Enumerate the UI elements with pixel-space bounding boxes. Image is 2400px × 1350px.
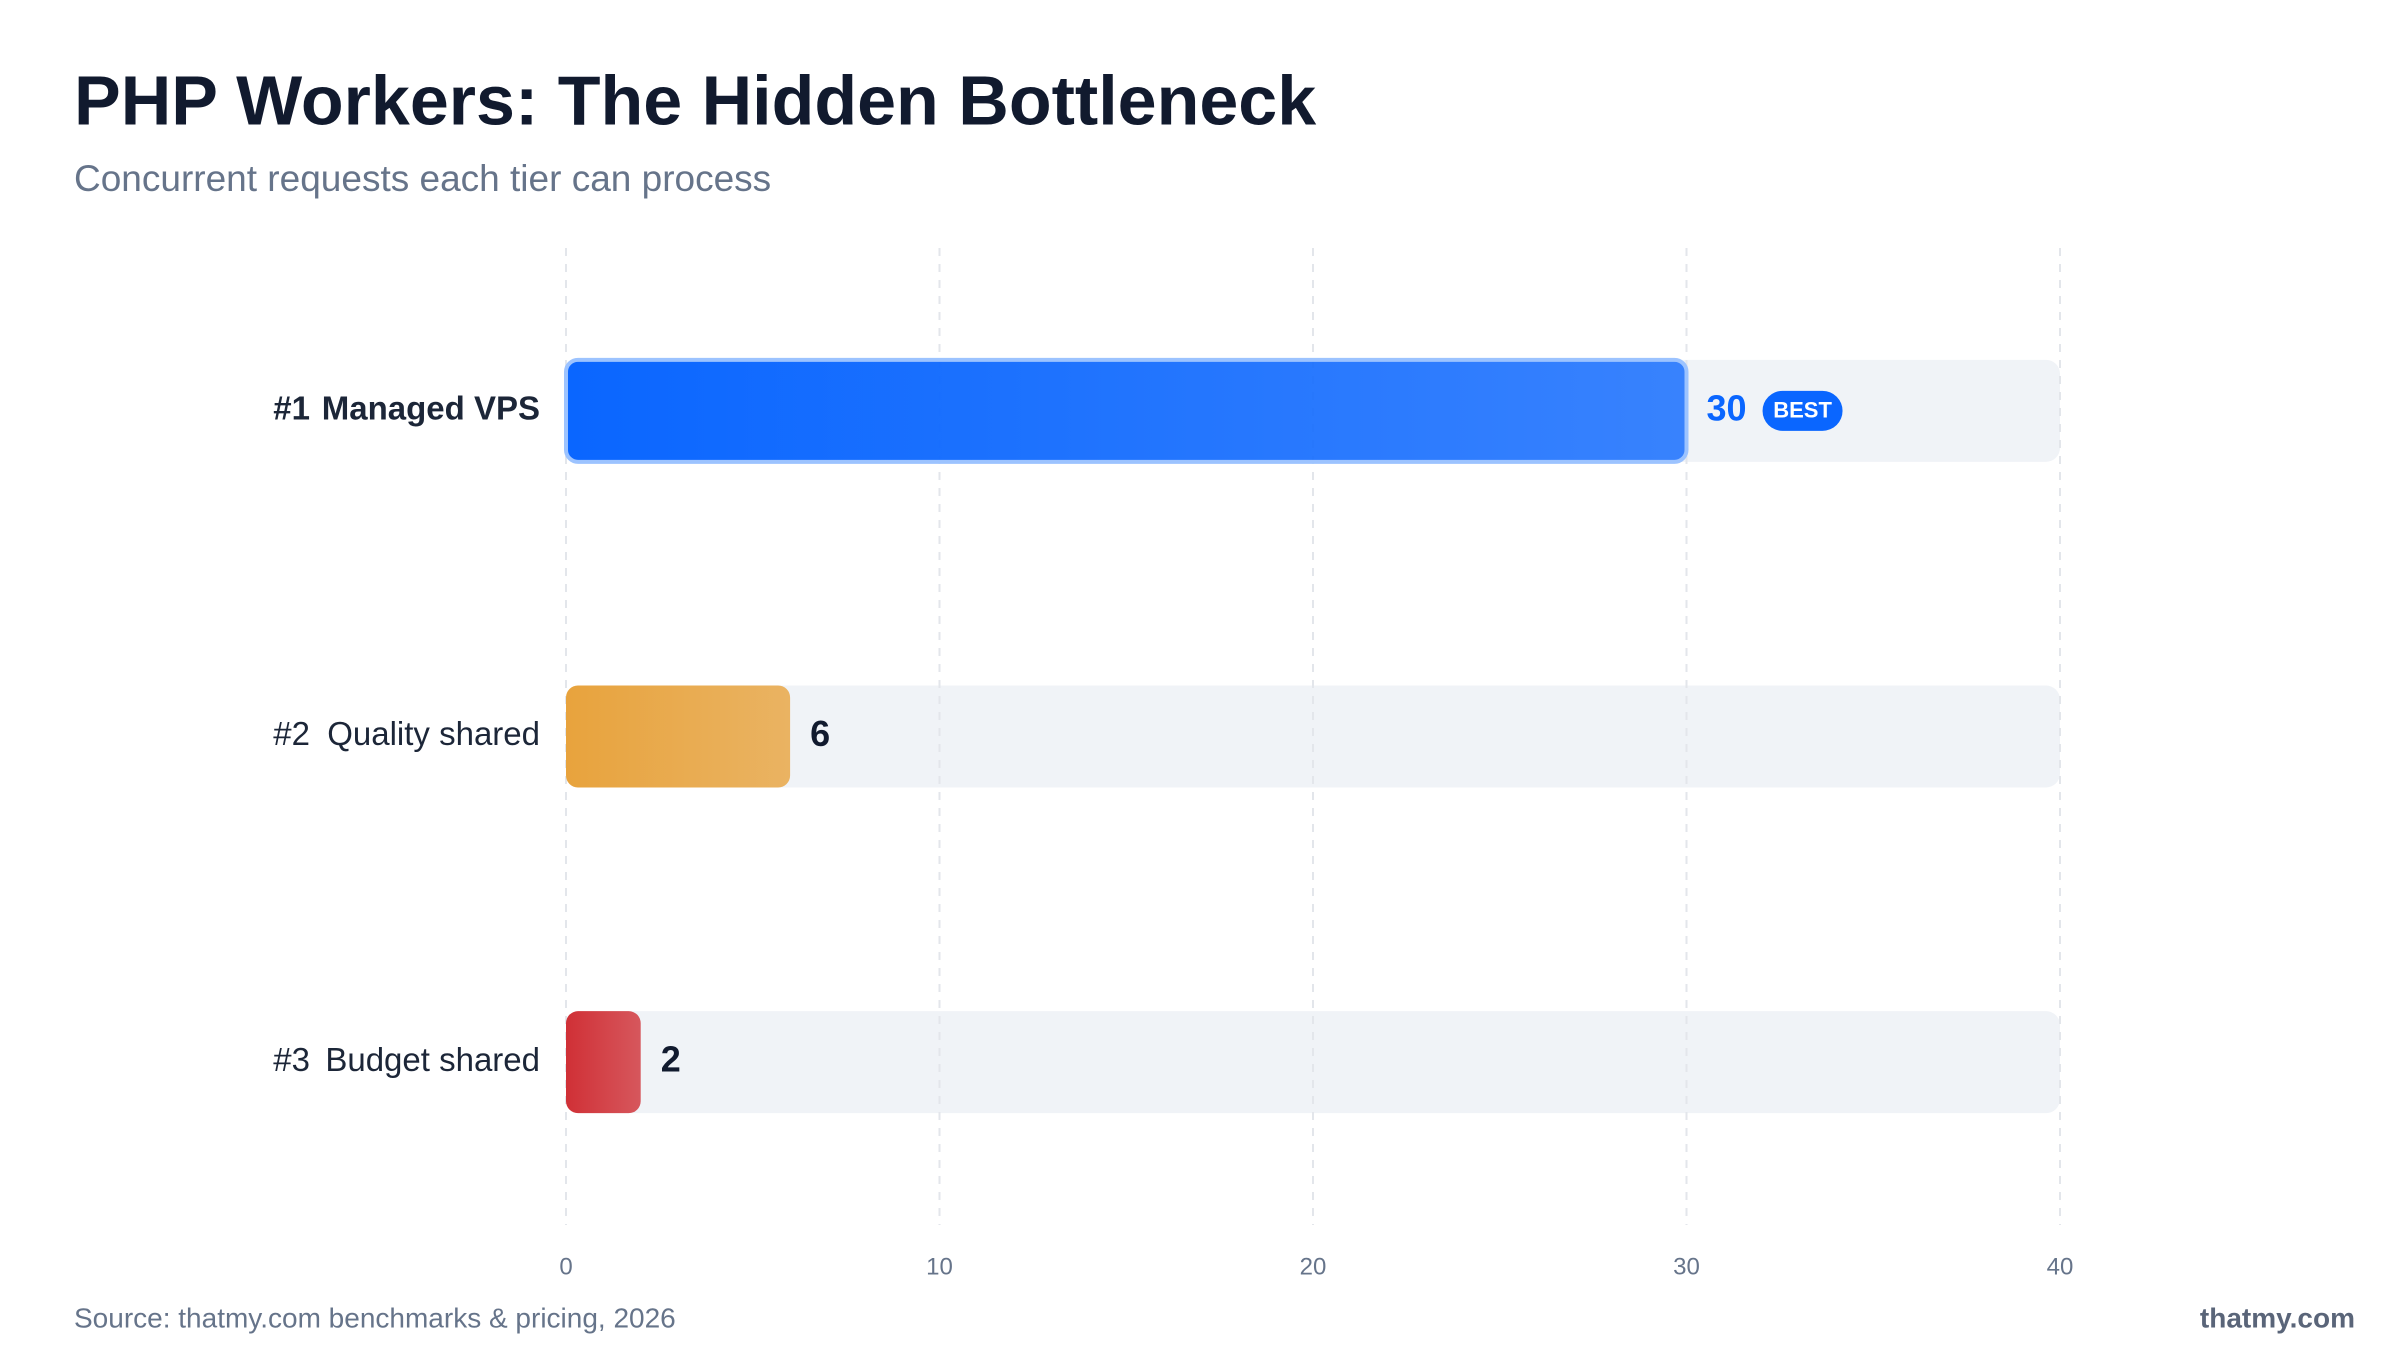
x-tick-label: 30	[1673, 1253, 1700, 1280]
x-tick-label: 10	[926, 1253, 953, 1280]
x-tick-label: 0	[559, 1253, 572, 1280]
value-label: 2	[661, 1039, 681, 1080]
badge: BEST	[1773, 398, 1832, 423]
badge-bg	[1762, 390, 1843, 431]
x-tick-label: 20	[1300, 1253, 1327, 1280]
x-tick-label: 40	[2047, 1253, 2074, 1280]
chart-title: PHP Workers: The Hidden Bottleneck	[74, 61, 1316, 139]
bar	[566, 685, 791, 788]
category-label: Budget shared	[325, 1041, 540, 1078]
category-rank: #3	[273, 1041, 310, 1078]
category-label: Managed VPS	[322, 390, 540, 427]
value-label: 6	[810, 713, 830, 754]
category-rank: #1	[273, 390, 310, 427]
source-note: Source: thatmy.com benchmarks & pricing,…	[74, 1302, 676, 1333]
category-rank: #2	[273, 715, 310, 752]
brand: thatmy.com	[2200, 1302, 2355, 1333]
chart-subtitle: Concurrent requests each tier can proces…	[74, 158, 771, 199]
bar	[564, 357, 1689, 464]
category-label: Quality shared	[327, 715, 540, 752]
bar	[566, 1011, 641, 1114]
value-label: 30	[1707, 387, 1747, 428]
